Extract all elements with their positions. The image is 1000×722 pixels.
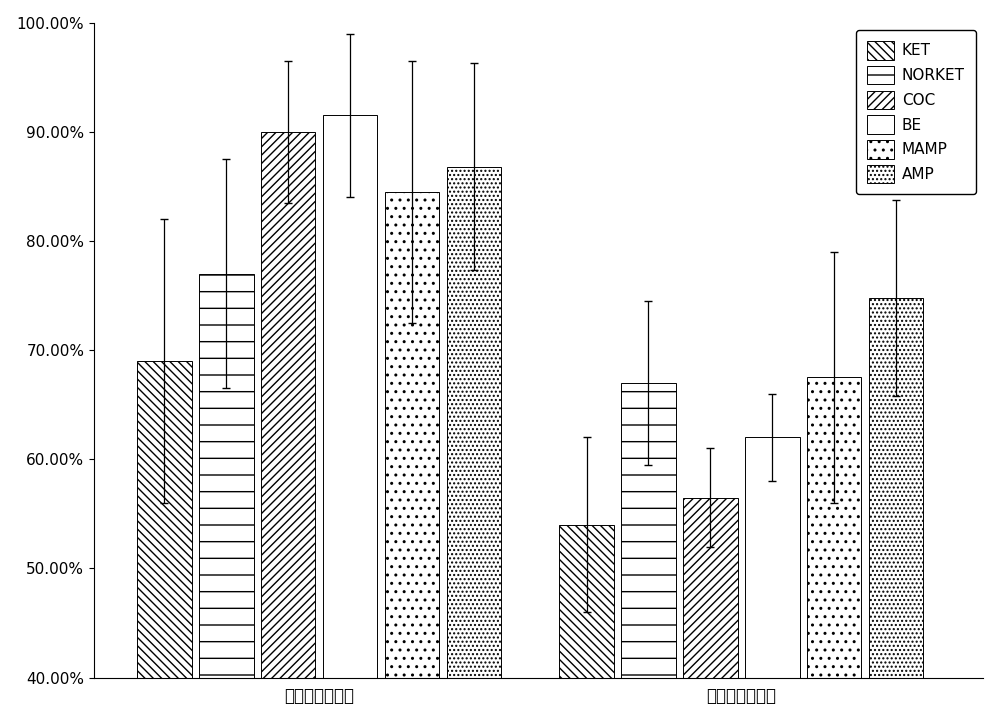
Bar [683, 497, 738, 678]
Bar [261, 132, 315, 678]
Bar [621, 383, 676, 678]
Bar [199, 274, 254, 678]
Bar [447, 167, 501, 678]
Bar [559, 525, 614, 678]
Bar [137, 361, 192, 678]
Bar [807, 378, 861, 678]
Bar [385, 192, 439, 678]
Bar [869, 297, 923, 678]
Bar [745, 438, 800, 678]
Legend: KET, NORKET, COC, BE, MAMP, AMP: KET, NORKET, COC, BE, MAMP, AMP [856, 30, 976, 194]
Bar [323, 116, 377, 678]
